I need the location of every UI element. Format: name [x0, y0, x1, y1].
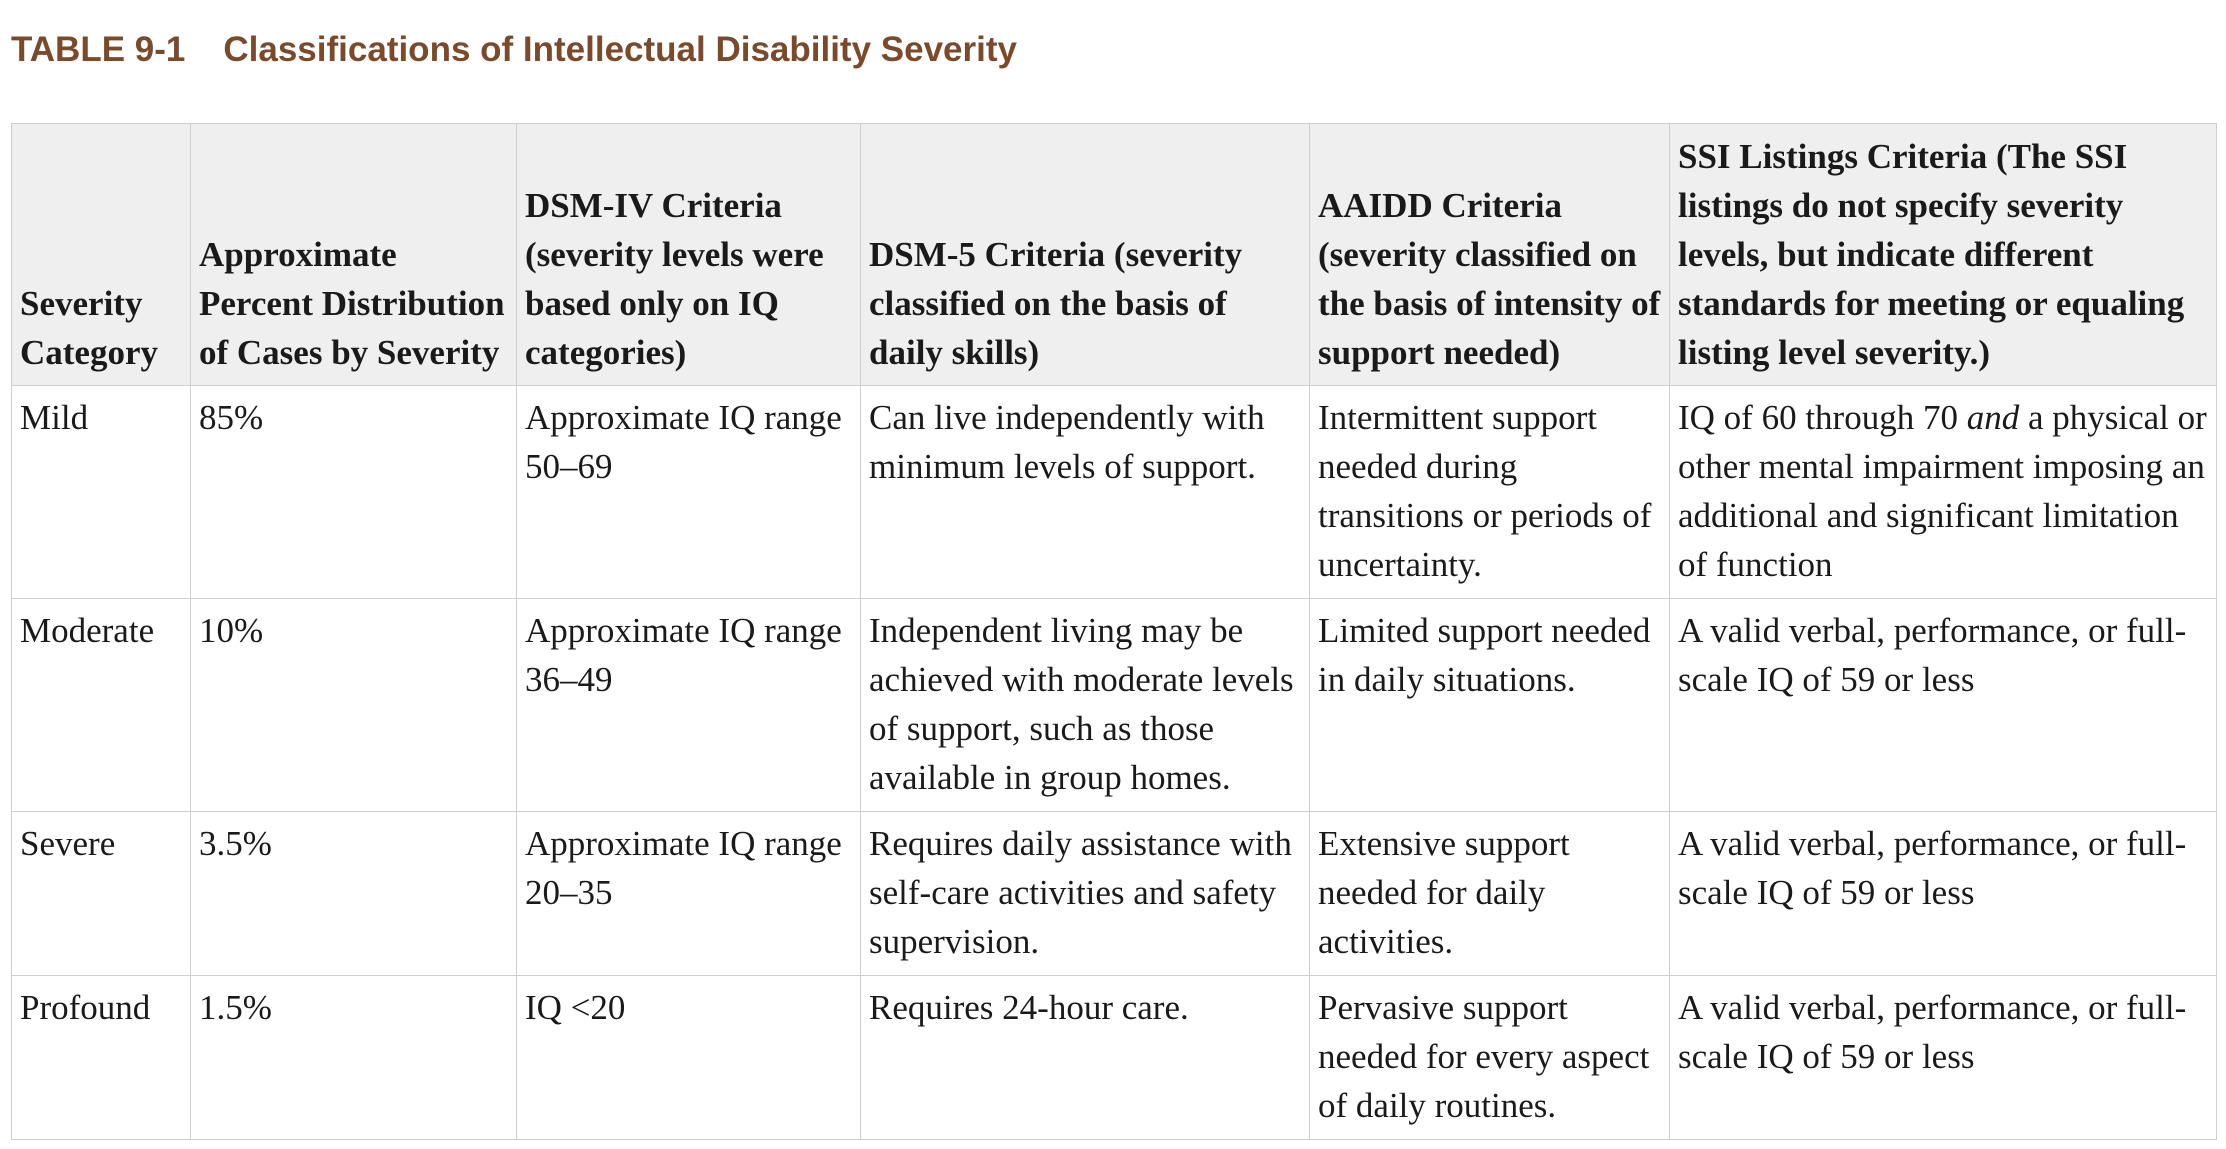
- cell-category: Profound: [11, 975, 191, 1140]
- cell-aaidd: Intermittent support needed during trans…: [1309, 385, 1670, 599]
- cell-dsm5: Independent living may be achieved with …: [860, 598, 1310, 812]
- cell-category: Mild: [11, 385, 191, 599]
- cell-aaidd: Limited support needed in daily situatio…: [1309, 598, 1670, 812]
- header-percent-distribution: Approximate Percent Distribution of Case…: [190, 123, 517, 386]
- cell-category: Moderate: [11, 598, 191, 812]
- cell-dsm5: Requires 24-hour care.: [860, 975, 1310, 1140]
- cell-percent: 10%: [190, 598, 517, 812]
- cell-ssi: IQ of 60 through 70 and a physical or ot…: [1669, 385, 2217, 599]
- cell-ssi: A valid verbal, performance, or full-sca…: [1669, 598, 2217, 812]
- header-ssi-criteria: SSI Listings Criteria (The SSI listings …: [1669, 123, 2217, 386]
- header-aaidd-criteria: AAIDD Criteria (severity classified on t…: [1309, 123, 1670, 386]
- table-row: Profound 1.5% IQ <20 Requires 24-hour ca…: [11, 975, 2217, 1140]
- cell-aaidd: Pervasive support needed for every aspec…: [1309, 975, 1670, 1140]
- table-caption: TABLE 9-1 Classifications of Intellectual…: [11, 30, 1017, 70]
- cell-ssi: A valid verbal, performance, or full-sca…: [1669, 975, 2217, 1140]
- table-row: Moderate 10% Approximate IQ range 36–49 …: [11, 598, 2217, 812]
- header-dsm4-criteria: DSM-IV Criteria (severity levels were ba…: [516, 123, 861, 386]
- cell-dsm4: Approximate IQ range 20–35: [516, 811, 861, 976]
- severity-table: Severity Category Approximate Percent Di…: [11, 123, 2217, 1140]
- cell-category: Severe: [11, 811, 191, 976]
- ssi-text-pre: IQ of 60 through 70: [1678, 398, 1967, 437]
- cell-dsm5: Requires daily assistance with self-care…: [860, 811, 1310, 976]
- cell-ssi: A valid verbal, performance, or full-sca…: [1669, 811, 2217, 976]
- cell-aaidd: Extensive support needed for daily activ…: [1309, 811, 1670, 976]
- ssi-text-post: a physical or other mental impairment im…: [1678, 398, 2207, 584]
- cell-dsm4: Approximate IQ range 50–69: [516, 385, 861, 599]
- cell-percent: 1.5%: [190, 975, 517, 1140]
- ssi-text-emphasis: and: [1966, 398, 2020, 437]
- table-row: Mild 85% Approximate IQ range 50–69 Can …: [11, 385, 2217, 599]
- cell-percent: 3.5%: [190, 811, 517, 976]
- cell-percent: 85%: [190, 385, 517, 599]
- table-title: Classifications of Intellectual Disabili…: [223, 30, 1017, 69]
- cell-dsm4: IQ <20: [516, 975, 861, 1140]
- table-number: TABLE 9-1: [11, 30, 186, 69]
- cell-dsm4: Approximate IQ range 36–49: [516, 598, 861, 812]
- header-row: Severity Category Approximate Percent Di…: [11, 123, 2217, 386]
- table-row: Severe 3.5% Approximate IQ range 20–35 R…: [11, 811, 2217, 976]
- header-dsm5-criteria: DSM-5 Criteria (severity classified on t…: [860, 123, 1310, 386]
- cell-dsm5: Can live independently with minimum leve…: [860, 385, 1310, 599]
- header-severity-category: Severity Category: [11, 123, 191, 386]
